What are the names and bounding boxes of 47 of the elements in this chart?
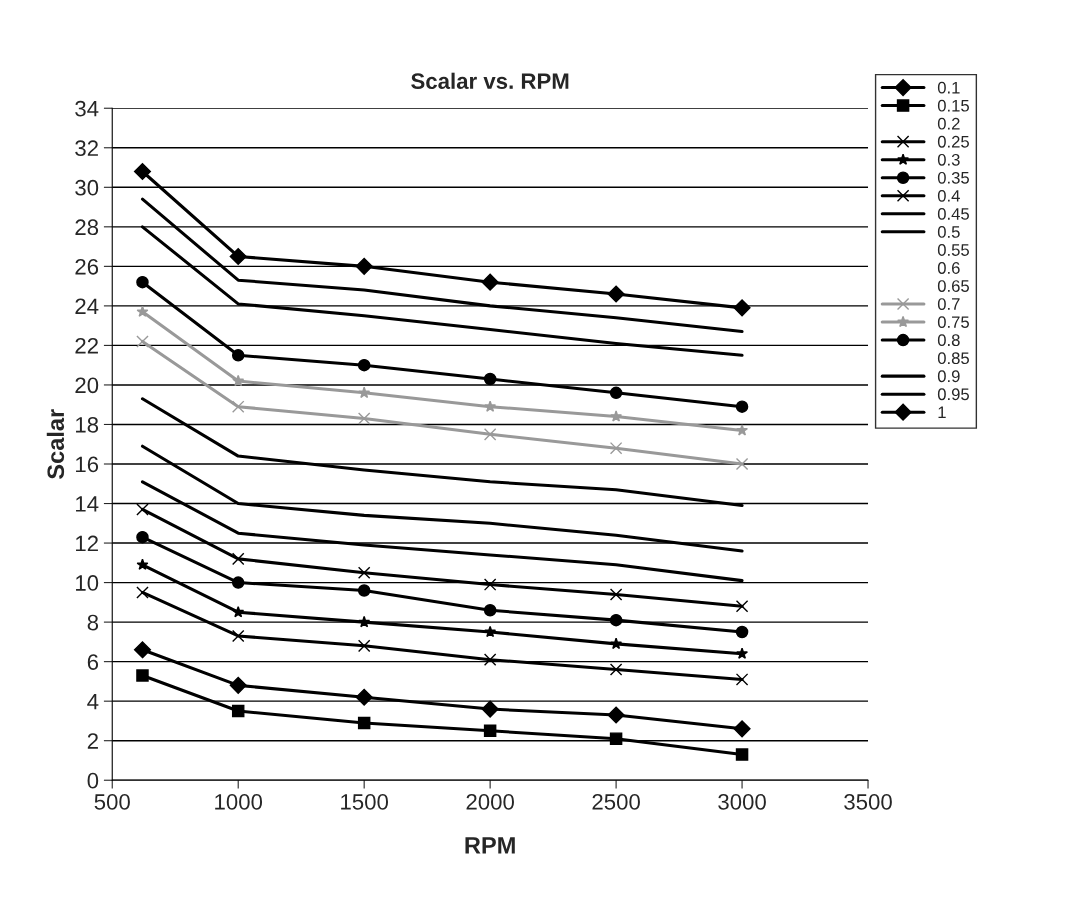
x-tick-label: 3000 — [718, 794, 766, 810]
x-tick-label: 2000 — [466, 794, 514, 810]
y-tick-label: 8 — [87, 614, 99, 631]
text: 0.65 — [937, 280, 969, 292]
y-tick-label: 22 — [75, 337, 98, 354]
legend-label: 0.9 — [937, 370, 960, 383]
x-tick-label: 500 — [94, 794, 130, 810]
x-tick-label: 3500 — [844, 794, 892, 810]
legend-label: 0.5 — [937, 226, 960, 238]
legend-label: 0.7 — [937, 298, 960, 310]
y-tick-label: 2 — [87, 733, 98, 749]
y-tick-label: 6 — [87, 654, 99, 670]
y-tick-label: 34 — [75, 100, 99, 117]
y-tick-label: 32 — [75, 140, 98, 157]
text: 0.55 — [937, 244, 969, 256]
legend-label: 0.4 — [937, 189, 960, 202]
text: 0.6 — [937, 262, 960, 274]
legend-label: 0.95 — [937, 388, 969, 401]
x-axis-title: RPM — [465, 837, 515, 854]
legend-label: 0.15 — [937, 99, 969, 112]
y-tick-label: 30 — [75, 179, 99, 196]
y-axis-title: Scalar — [46, 409, 65, 479]
y-tick-label: 20 — [75, 377, 99, 394]
legend-label: 0.1 — [937, 81, 960, 94]
legend-label: 0.45 — [937, 208, 969, 220]
y-tick-label: 16 — [76, 456, 99, 473]
x-tick-label: 1000 — [215, 794, 263, 810]
y-tick-label: 10 — [76, 575, 99, 591]
y-tick-label: 24 — [75, 298, 99, 314]
y-tick-label: 12 — [76, 535, 98, 552]
legend-label: 0.35 — [937, 171, 969, 184]
y-tick-label: 18 — [76, 417, 99, 433]
legend-label: 0.3 — [937, 153, 960, 166]
y-tick-label: 14 — [76, 496, 99, 512]
legend-label: 0.8 — [937, 334, 960, 347]
legend-label: 0.75 — [937, 316, 969, 329]
y-tick-label: 28 — [75, 219, 99, 236]
y-tick-label: 0 — [87, 772, 99, 789]
text: 0.85 — [937, 352, 969, 365]
text: 0.2 — [937, 117, 960, 130]
x-tick-label: 1500 — [341, 794, 389, 810]
y-tick-label: 4 — [87, 693, 99, 710]
legend-label: 1 — [938, 406, 946, 419]
y-tick-label: 26 — [75, 258, 99, 275]
chart-title: Scalar vs. RPM — [411, 72, 569, 90]
legend-label: 0.25 — [937, 135, 969, 148]
x-tick-label: 2500 — [592, 794, 640, 810]
